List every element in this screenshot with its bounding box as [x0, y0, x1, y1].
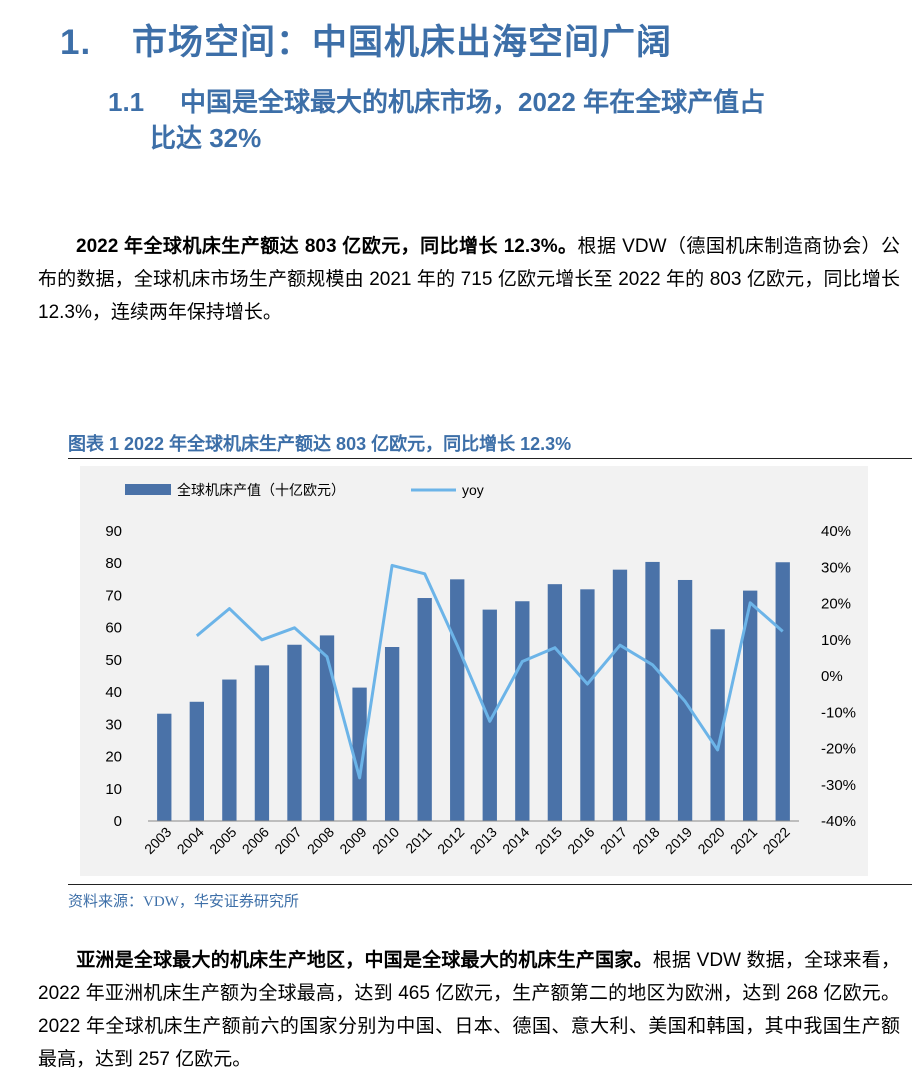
y2-axis-tick-label: 0%	[821, 668, 843, 685]
figure-top-rule	[68, 458, 912, 459]
subsection-title-line1: 中国是全球最大的机床市场，2022 年在全球产值占	[180, 87, 766, 117]
subsection-title-line2: 比达 32%	[150, 123, 262, 153]
y2-axis-tick-label: 20%	[821, 596, 851, 613]
chart-legend: 全球机床产值（十亿欧元） yoy	[125, 482, 484, 498]
y2-axis-tick-label: -10%	[821, 704, 856, 721]
bar	[384, 647, 400, 821]
subsection-heading: 1.1 中国是全球最大的机床市场，2022 年在全球产值占 比达 32%	[108, 84, 898, 156]
bar	[743, 590, 758, 821]
paragraph-global-output: 2022 年全球机床生产额达 803 亿欧元，同比增长 12.3%。根据 VDW…	[38, 230, 900, 329]
legend-bar-label: 全球机床产值（十亿欧元）	[177, 482, 345, 498]
bar	[222, 679, 237, 821]
chart-background	[80, 466, 868, 876]
bar	[710, 629, 725, 821]
paragraph-body: 根据 VDW（德国机床制造商协会）公布的数据，全球机床市场生产额规模由 2021…	[38, 236, 900, 323]
y-axis-tick-label: 90	[105, 523, 122, 540]
y-axis-tick-label: 70	[105, 587, 122, 604]
figure-source: 资料来源：VDW，华安证券研究所	[68, 894, 299, 910]
y-axis-tick-label: 20	[105, 749, 122, 766]
bar	[254, 665, 270, 821]
bar	[189, 701, 204, 821]
y-axis-tick-label: 80	[105, 555, 122, 572]
combo-chart: 全球机床产值（十亿欧元） yoy 0 10 20 30 40 50 60 70 80 90 -40%…	[80, 466, 868, 876]
section-heading: 1. 市场空间：中国机床出海空间广阔	[60, 14, 672, 65]
bar	[319, 635, 335, 821]
figure-bottom-rule	[68, 884, 912, 885]
y-axis-tick-label: 0	[114, 813, 122, 830]
bar	[580, 589, 595, 821]
y-axis-tick-label: 60	[105, 620, 122, 637]
bar	[417, 598, 432, 821]
bar	[547, 584, 563, 821]
bar	[482, 609, 497, 821]
subsection-number: 1.1	[108, 87, 145, 117]
paragraph-regions: 亚洲是全球最大的机床生产地区，中国是全球最大的机床生产国家。根据 VDW 数据，…	[38, 944, 900, 1076]
section-number: 1.	[60, 23, 92, 62]
y-axis-tick-label: 30	[105, 716, 122, 733]
bar	[645, 561, 660, 821]
bar	[157, 713, 172, 821]
y-axis-tick-label: 40	[105, 684, 122, 701]
y2-axis-tick-label: -40%	[821, 813, 856, 830]
y2-axis-tick-label: -30%	[821, 777, 856, 794]
bar	[612, 569, 628, 821]
y-axis-tick-label: 10	[105, 781, 122, 798]
paragraph-lead: 2022 年全球机床生产额达 803 亿欧元，同比增长 12.3%。	[76, 236, 578, 257]
bar	[775, 562, 790, 821]
figure-caption: 图表 1 2022 年全球机床生产额达 803 亿欧元，同比增长 12.3%	[68, 434, 572, 454]
y-axis-tick-label: 50	[105, 652, 122, 669]
y2-axis-tick-label: -20%	[821, 741, 856, 758]
y2-axis-tick-label: 30%	[821, 559, 851, 576]
yoy-line	[195, 563, 784, 780]
bar	[450, 579, 465, 821]
paragraph-lead: 亚洲是全球最大的机床生产地区，中国是全球最大的机床生产国家。	[76, 950, 653, 971]
legend-line-label: yoy	[462, 482, 484, 498]
bar	[515, 601, 530, 821]
y2-axis-tick-label: 10%	[821, 632, 851, 649]
legend-bar-swatch	[125, 484, 171, 495]
section-title: 市场空间：中国机床出海空间广阔	[132, 23, 673, 62]
bar	[352, 687, 367, 821]
paragraph-body: 根据 VDW 数据，全球来看，2022 年亚洲机床生产额为全球最高，达到 465…	[38, 950, 900, 1070]
bar	[287, 644, 302, 821]
y2-axis-tick-label: 40%	[821, 523, 851, 540]
